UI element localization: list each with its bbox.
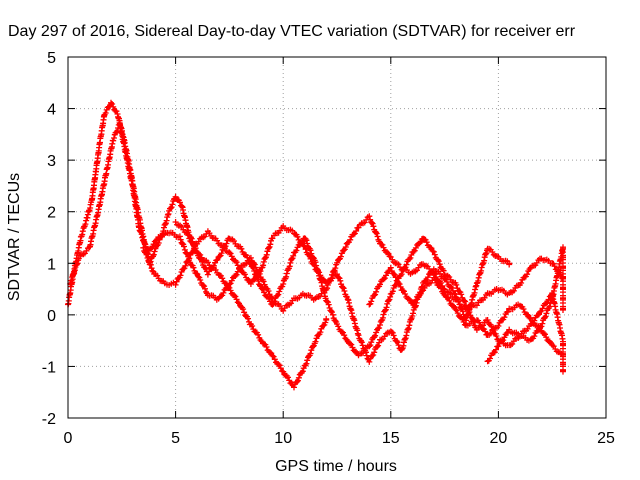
data-points — [65, 99, 566, 391]
x-tick-label: 0 — [64, 430, 73, 447]
plus-markers — [366, 264, 566, 360]
y-tick-label: 5 — [47, 50, 56, 67]
y-axis-label: SDTVAR / TECUs — [6, 173, 23, 301]
y-tick-label: 1 — [47, 256, 56, 273]
x-tick-label: 25 — [597, 430, 615, 447]
series-4 — [172, 219, 566, 375]
plus-markers — [172, 219, 566, 375]
series-5 — [366, 264, 566, 360]
x-tick-label: 15 — [382, 430, 400, 447]
y-tick-label: -1 — [42, 359, 56, 376]
y-tick-label: 3 — [47, 153, 56, 170]
x-tick-label: 20 — [490, 430, 508, 447]
chart-title: Day 297 of 2016, Sidereal Day-to-day VTE… — [8, 23, 576, 40]
x-tick-label: 10 — [274, 430, 292, 447]
y-tick-label: -2 — [42, 411, 56, 428]
y-tick-label: 2 — [47, 205, 56, 222]
x-axis-label: GPS time / hours — [275, 458, 397, 475]
y-tick-label: 4 — [47, 102, 56, 119]
y-tick-label: 0 — [47, 308, 56, 325]
series-2 — [67, 119, 566, 314]
series-6 — [484, 244, 566, 365]
series-3 — [140, 223, 513, 365]
x-tick-label: 5 — [171, 430, 180, 447]
plus-markers — [67, 119, 566, 314]
grid-lines — [68, 57, 606, 418]
plot-frame — [67, 56, 607, 419]
plus-markers — [140, 223, 513, 365]
plus-markers — [484, 244, 566, 365]
axis-ticks: 0 5 10 15 20 25 -2 -1 0 1 2 3 4 5 — [42, 50, 615, 447]
